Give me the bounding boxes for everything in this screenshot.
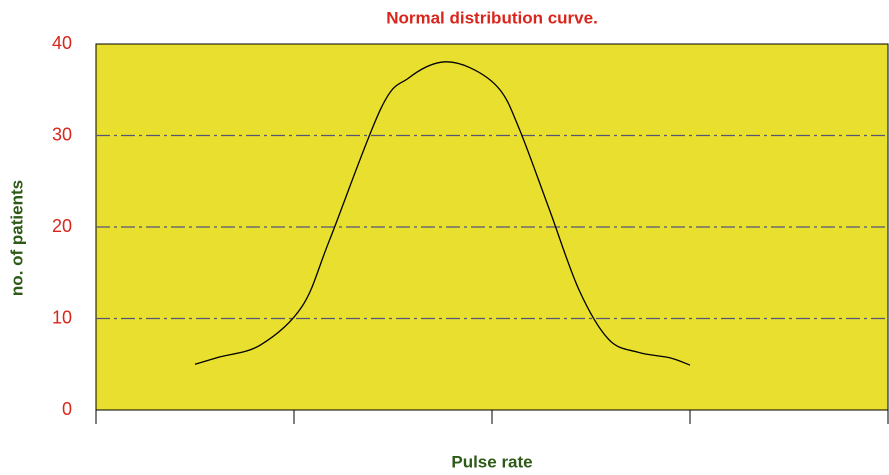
y-tick-label: 30 [52, 124, 72, 144]
chart-title: Normal distribution curve. [386, 8, 598, 27]
y-tick-label: 0 [62, 399, 72, 419]
y-tick-label: 20 [52, 216, 72, 236]
y-tick-label: 40 [52, 33, 72, 53]
curve [194, 61, 691, 366]
y-axis-label: no. of patients [7, 180, 26, 296]
y-tick-label: 10 [52, 307, 72, 327]
x-axis-label: Pulse rate [451, 452, 532, 471]
